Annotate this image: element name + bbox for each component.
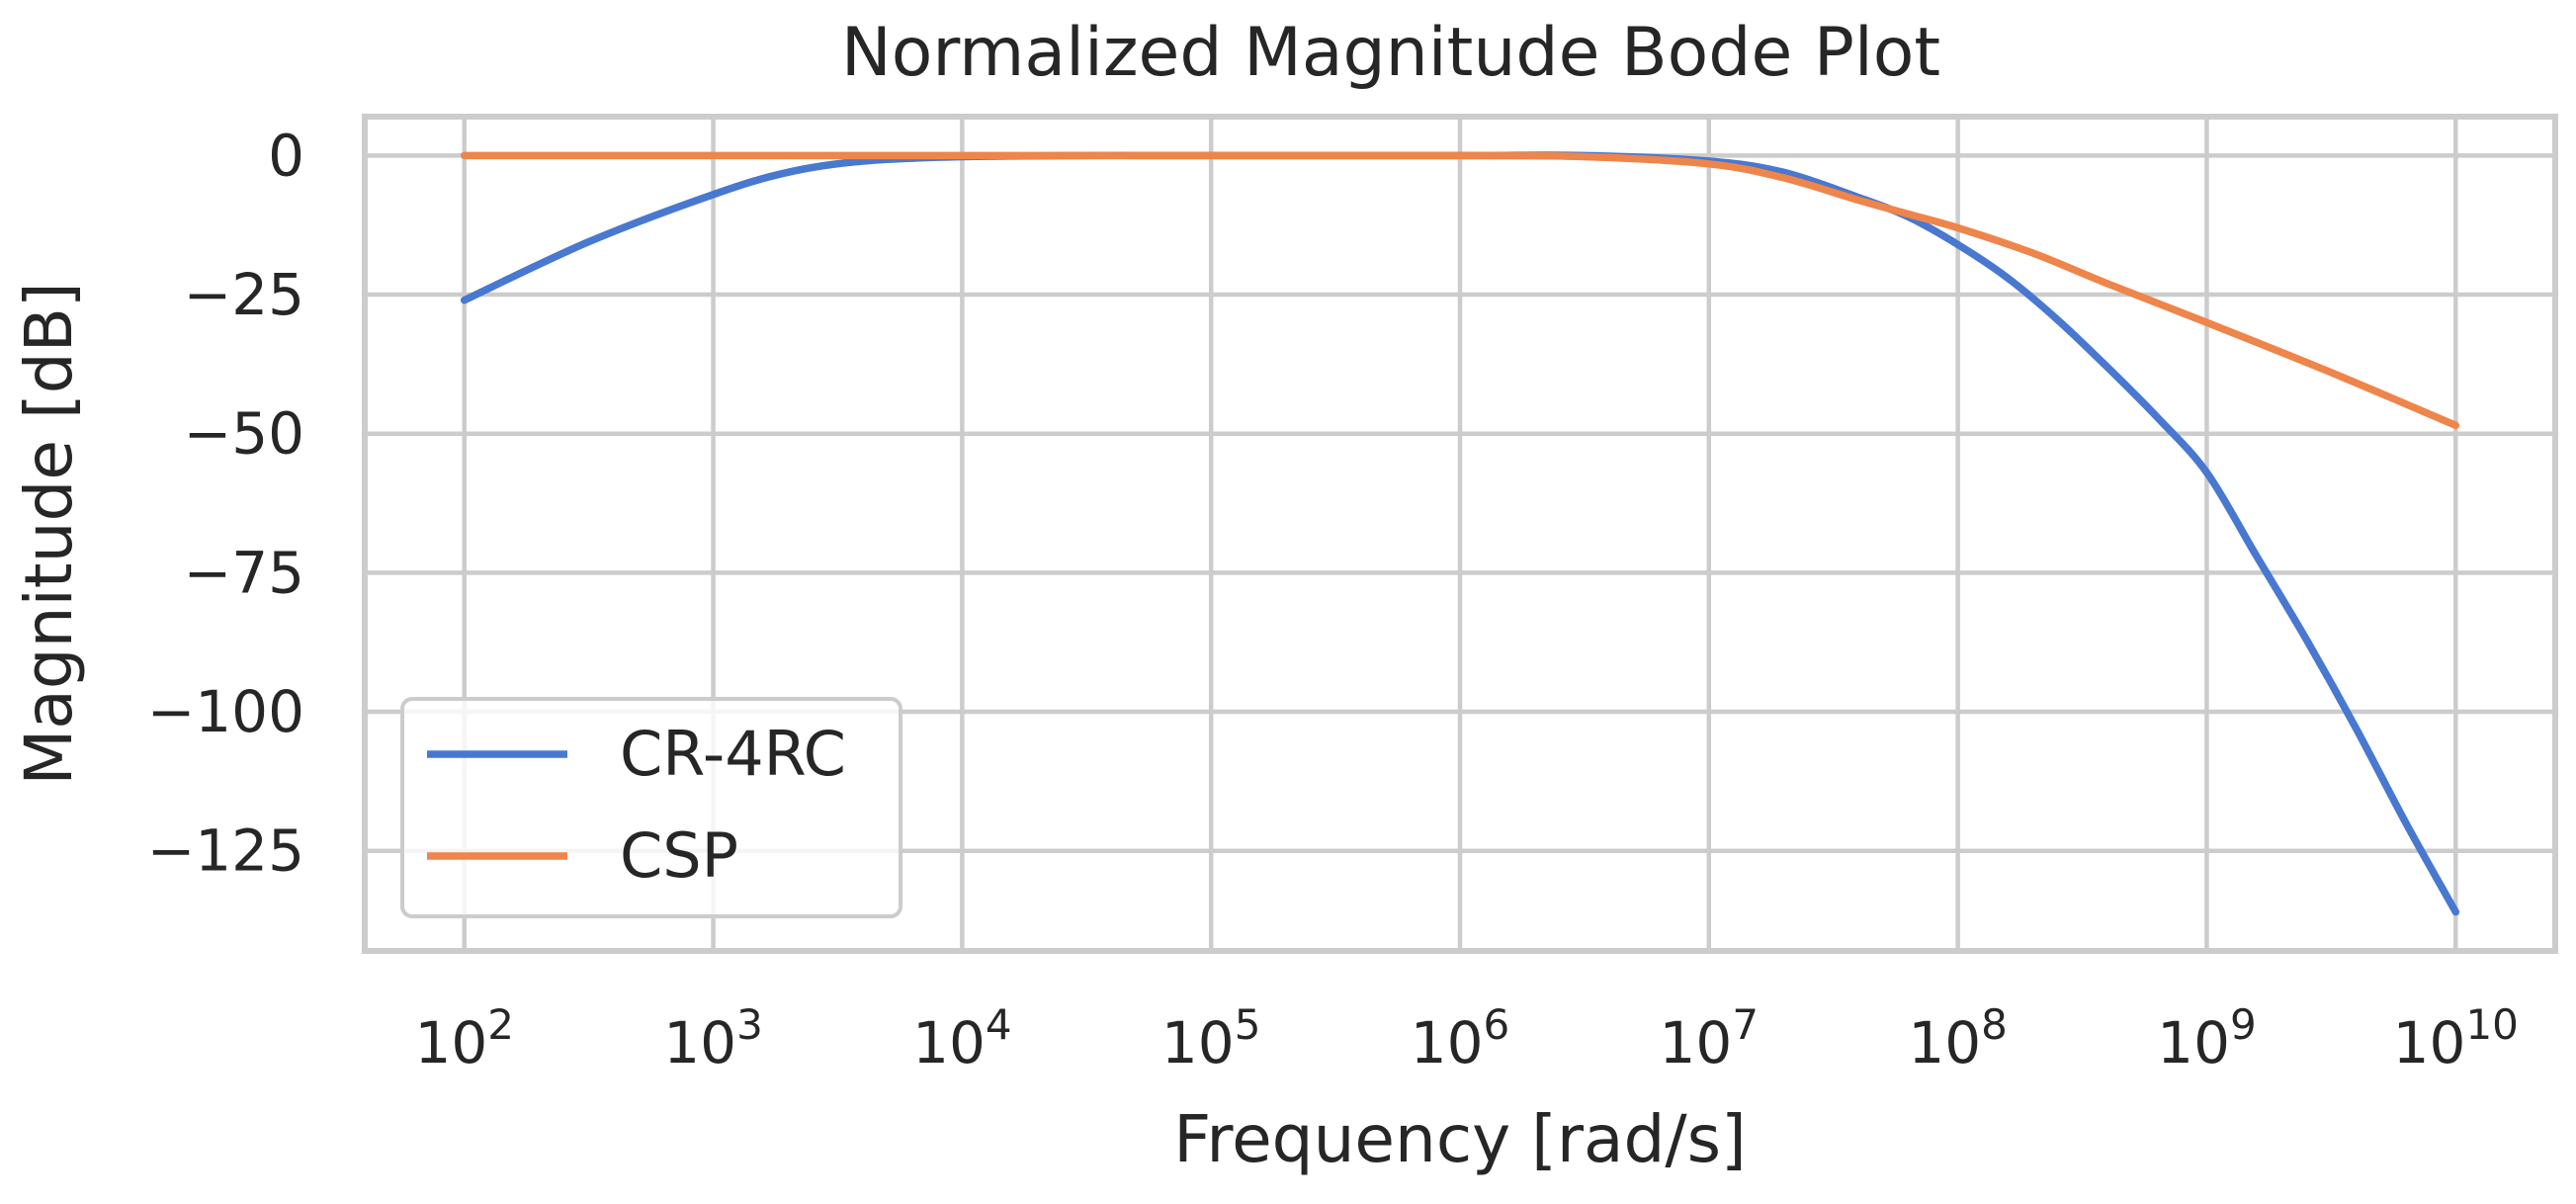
x-tick-label: 108 xyxy=(1908,1000,2008,1076)
x-tick-exponent: 3 xyxy=(736,1000,763,1049)
y-tick-label: −75 xyxy=(184,539,304,606)
x-tick-exponent: 6 xyxy=(1484,1000,1510,1049)
plot-frame xyxy=(362,114,2558,954)
legend: CR-4RC CSP xyxy=(400,697,902,918)
x-tick-base: 10 xyxy=(663,1009,736,1076)
x-tick-base: 10 xyxy=(1660,1009,1733,1076)
x-tick-label: 104 xyxy=(912,1000,1012,1076)
x-tick-label: 1010 xyxy=(2393,1000,2519,1076)
x-tick-exponent: 5 xyxy=(1235,1000,1261,1049)
x-tick-base: 10 xyxy=(912,1009,986,1076)
x-tick-exponent: 7 xyxy=(1732,1000,1759,1049)
legend-label-cr-4rc: CR-4RC xyxy=(620,718,846,790)
x-tick-exponent: 2 xyxy=(487,1000,514,1049)
series-line-csp xyxy=(460,151,2460,430)
legend-label-csp: CSP xyxy=(620,819,738,892)
x-tick-base: 10 xyxy=(2393,1009,2466,1076)
series-lines xyxy=(460,151,2460,916)
x-axis-label: Frequency [rad/s] xyxy=(1173,1101,1747,1177)
y-axis-label: Magnitude [dB] xyxy=(11,282,87,785)
x-tick-base: 10 xyxy=(2157,1009,2230,1076)
series-line-cr-4rc xyxy=(460,151,2460,916)
y-tick-label: −100 xyxy=(147,678,304,745)
x-tick-label: 102 xyxy=(414,1000,514,1076)
x-tick-base: 10 xyxy=(1161,1009,1235,1076)
y-tick-label: 0 xyxy=(268,122,304,189)
x-tick-base: 10 xyxy=(414,1009,487,1076)
x-tick-exponent: 8 xyxy=(1981,1000,2008,1049)
x-tick-labels: 102 103 104 105 106 107 108 109 1010 xyxy=(414,1000,2518,1076)
x-tick-exponent: 9 xyxy=(2230,1000,2257,1049)
x-tick-label: 109 xyxy=(2157,1000,2257,1076)
chart-title: Normalized Magnitude Bode Plot xyxy=(841,14,1940,92)
x-tick-label: 105 xyxy=(1161,1000,1261,1076)
x-tick-label: 103 xyxy=(663,1000,763,1076)
x-tick-exponent: 10 xyxy=(2465,1000,2518,1049)
x-tick-base: 10 xyxy=(1908,1009,1981,1076)
x-tick-exponent: 4 xyxy=(986,1000,1012,1049)
y-tick-labels: 0 −25 −50 −75 −100 −125 xyxy=(147,122,304,884)
x-tick-label: 107 xyxy=(1660,1000,1760,1076)
x-tick-base: 10 xyxy=(1411,1009,1484,1076)
y-tick-label: −125 xyxy=(147,817,304,885)
y-tick-label: −25 xyxy=(184,261,304,328)
y-tick-label: −50 xyxy=(184,400,304,468)
x-tick-label: 106 xyxy=(1411,1000,1510,1076)
